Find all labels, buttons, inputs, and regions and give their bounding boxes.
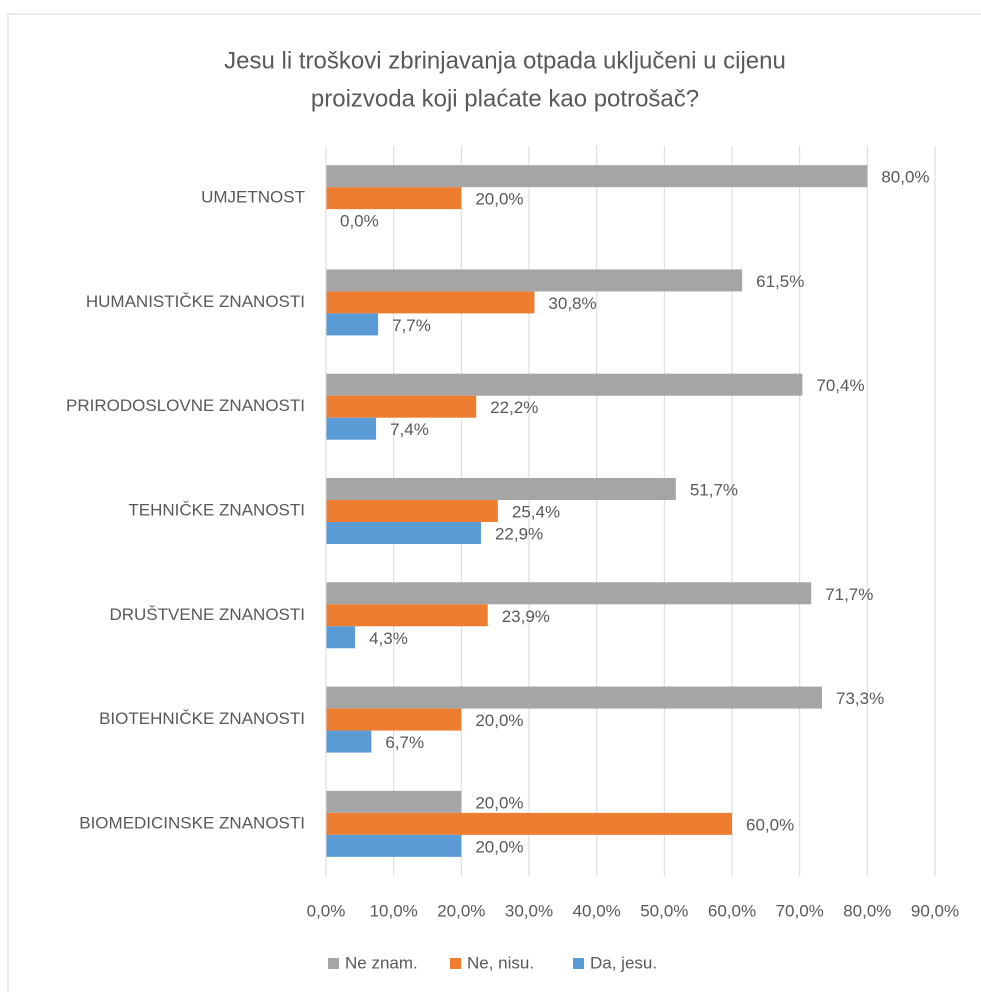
legend-swatch <box>573 958 584 969</box>
data-label: 20,0% <box>475 190 523 209</box>
data-label: 61,5% <box>756 272 804 291</box>
x-tick-label: 80,0% <box>843 901 891 920</box>
bar <box>326 187 462 210</box>
x-tick-label: 20,0% <box>437 901 485 920</box>
bar <box>326 291 535 314</box>
y-tick-label: DRUŠTVENE ZNANOSTI <box>109 605 305 624</box>
legend-label: Da, jesu. <box>590 953 657 972</box>
bar <box>326 604 488 627</box>
legend-label: Ne znam. <box>345 953 418 972</box>
x-tick-label: 90,0% <box>911 901 959 920</box>
data-label: 7,4% <box>390 420 429 439</box>
data-label: 71,7% <box>825 585 873 604</box>
data-label: 23,9% <box>502 607 550 626</box>
bar <box>326 834 462 857</box>
bar <box>326 373 803 396</box>
bar <box>326 522 481 544</box>
bar <box>326 417 377 440</box>
legend-label: Ne, nisu. <box>467 953 534 972</box>
bar <box>326 626 356 649</box>
data-label: 30,8% <box>548 294 596 313</box>
chart-title: Jesu li troškovi zbrinjavanja otpada ukl… <box>224 47 786 74</box>
data-label: 4,3% <box>369 629 408 648</box>
chart-title: proizvoda koji plaćate kao potrošač? <box>311 85 699 112</box>
x-tick-label: 40,0% <box>573 901 621 920</box>
x-tick-label: 70,0% <box>776 901 824 920</box>
data-label: 20,0% <box>475 837 523 856</box>
bar <box>326 500 498 522</box>
bar <box>326 165 868 188</box>
bar <box>326 478 676 500</box>
y-tick-label: HUMANISTIČKE ZNANOSTI <box>86 292 305 311</box>
bar <box>326 269 743 292</box>
data-label: 7,7% <box>392 316 431 335</box>
y-tick-label: BIOTEHNIČKE ZNANOSTI <box>99 709 305 728</box>
bar <box>326 313 379 336</box>
y-tick-label: PRIRODOSLOVNE ZNANOSTI <box>66 396 305 415</box>
x-tick-label: 0,0% <box>307 901 346 920</box>
bar <box>326 582 812 605</box>
data-label: 22,9% <box>495 524 543 543</box>
data-label: 25,4% <box>512 502 560 521</box>
data-label: 20,0% <box>475 793 523 812</box>
x-tick-label: 50,0% <box>640 901 688 920</box>
legend-swatch <box>328 958 339 969</box>
data-label: 80,0% <box>881 168 929 187</box>
data-label: 22,2% <box>490 398 538 417</box>
data-label: 0,0% <box>340 212 379 231</box>
bar <box>326 395 477 418</box>
bar <box>326 708 462 731</box>
data-label: 70,4% <box>816 376 864 395</box>
x-tick-label: 30,0% <box>505 901 553 920</box>
data-label: 60,0% <box>746 815 794 834</box>
x-tick-label: 10,0% <box>370 901 418 920</box>
data-label: 73,3% <box>836 689 884 708</box>
y-tick-label: TEHNIČKE ZNANOSTI <box>128 500 305 519</box>
bar <box>326 790 462 813</box>
data-label: 20,0% <box>475 711 523 730</box>
legend-swatch <box>450 958 461 969</box>
x-tick-label: 60,0% <box>708 901 756 920</box>
data-label: 51,7% <box>690 480 738 499</box>
bar <box>326 812 732 835</box>
data-label: 6,7% <box>385 733 424 752</box>
bar <box>326 730 372 753</box>
y-tick-label: BIOMEDICINSKE ZNANOSTI <box>79 813 305 832</box>
bar <box>326 686 822 709</box>
y-tick-label: UMJETNOST <box>201 188 305 207</box>
